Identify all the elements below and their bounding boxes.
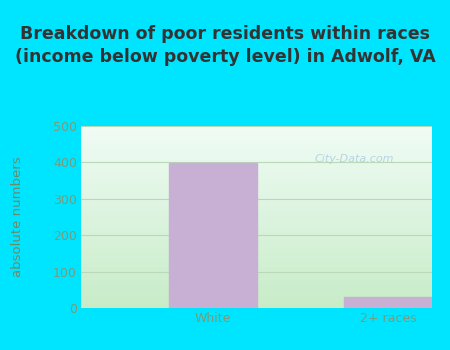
Text: Breakdown of poor residents within races
(income below poverty level) in Adwolf,: Breakdown of poor residents within races… (14, 25, 436, 66)
Bar (169, 163, 256, 308)
Text: City-Data.com: City-Data.com (315, 154, 395, 164)
Text: absolute numbers: absolute numbers (12, 157, 24, 277)
Bar (344, 297, 432, 308)
